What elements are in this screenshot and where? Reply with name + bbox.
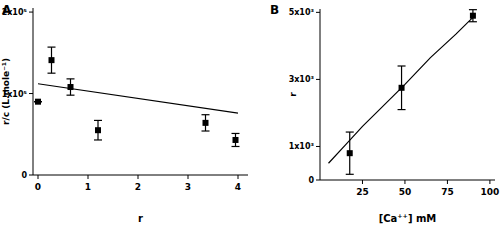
error-cap (94, 120, 102, 121)
y-tick (316, 79, 320, 80)
point (233, 137, 239, 143)
y-tick (316, 180, 320, 181)
error-cap (398, 65, 406, 66)
x-tick (447, 180, 448, 184)
y-axis-label: r (288, 92, 298, 97)
x-tick-label: 25 (356, 187, 369, 197)
error-bar (67, 79, 75, 95)
x-tick-label: 75 (441, 187, 454, 197)
point (49, 57, 55, 63)
x-tick (38, 175, 39, 179)
x-tick (238, 175, 239, 179)
error-cap (398, 109, 406, 110)
x-tick (188, 175, 189, 179)
fit-line (329, 17, 473, 163)
y-axis (33, 8, 34, 175)
plot-area (34, 47, 240, 146)
error-cap (232, 133, 240, 134)
error-cap (202, 130, 210, 131)
x-tick-label: 1 (85, 182, 91, 192)
error-bar (94, 120, 102, 140)
figure: 0123401x10⁵2x10⁵Arr/c (L.mole⁻¹)25507510… (0, 0, 500, 233)
panel-scatter: 0123401x10⁵2x10⁵Arr/c (L.mole⁻¹) (1, 3, 248, 224)
x-tick-label: 0 (35, 182, 41, 192)
y-axis-label: r/c (L.mole⁻¹) (1, 58, 11, 125)
x-tick (362, 180, 363, 184)
panel-title: B (270, 3, 279, 17)
point (35, 99, 41, 105)
x-tick-label: 100 (481, 187, 500, 197)
error-bar (232, 133, 240, 146)
error-cap (48, 47, 56, 48)
y-tick (29, 175, 33, 176)
x-axis (320, 180, 495, 181)
y-tick-label: 3x10³ (289, 75, 315, 84)
point (95, 127, 101, 133)
error-cap (67, 95, 75, 96)
x-tick (138, 175, 139, 179)
error-cap (469, 9, 477, 10)
x-tick (88, 175, 89, 179)
fit-line (38, 84, 238, 113)
x-axis-label: [Ca⁺⁺] mM (379, 213, 437, 224)
x-axis (33, 175, 248, 176)
error-cap (346, 174, 354, 175)
y-tick-label: 1x10³ (289, 142, 315, 151)
x-tick-label: 4 (235, 182, 241, 192)
x-tick-label: 3 (185, 182, 191, 192)
x-tick (489, 180, 490, 184)
point (347, 150, 353, 156)
plot-area (329, 10, 477, 175)
error-cap (94, 139, 102, 140)
y-tick (29, 93, 33, 94)
error-bar (346, 132, 354, 174)
error-bar (202, 115, 210, 131)
error-cap (346, 131, 354, 132)
point (203, 120, 209, 126)
y-tick (316, 146, 320, 147)
y-tick (29, 12, 33, 13)
error-cap (67, 78, 75, 79)
panel-scatter: 25 50 75 100 0 1x10³ 3x10³ 5x10³ B [Ca⁺⁺] mM r (270, 3, 499, 224)
error-cap (48, 73, 56, 74)
x-tick-label: 50 (399, 187, 412, 197)
error-cap (469, 21, 477, 22)
error-bar (48, 47, 56, 73)
y-axis (320, 9, 321, 180)
error-cap (202, 114, 210, 115)
y-tick (316, 12, 320, 13)
y-tick-label: 0 (21, 171, 27, 180)
x-tick (404, 180, 405, 184)
x-tick-label: 2 (135, 182, 141, 192)
panel-title: A (2, 3, 12, 17)
y-tick-label: 5x10³ (289, 8, 315, 17)
y-tick-label: 0 (308, 176, 314, 185)
x-axis-label: r (138, 213, 143, 224)
error-cap (232, 146, 240, 147)
